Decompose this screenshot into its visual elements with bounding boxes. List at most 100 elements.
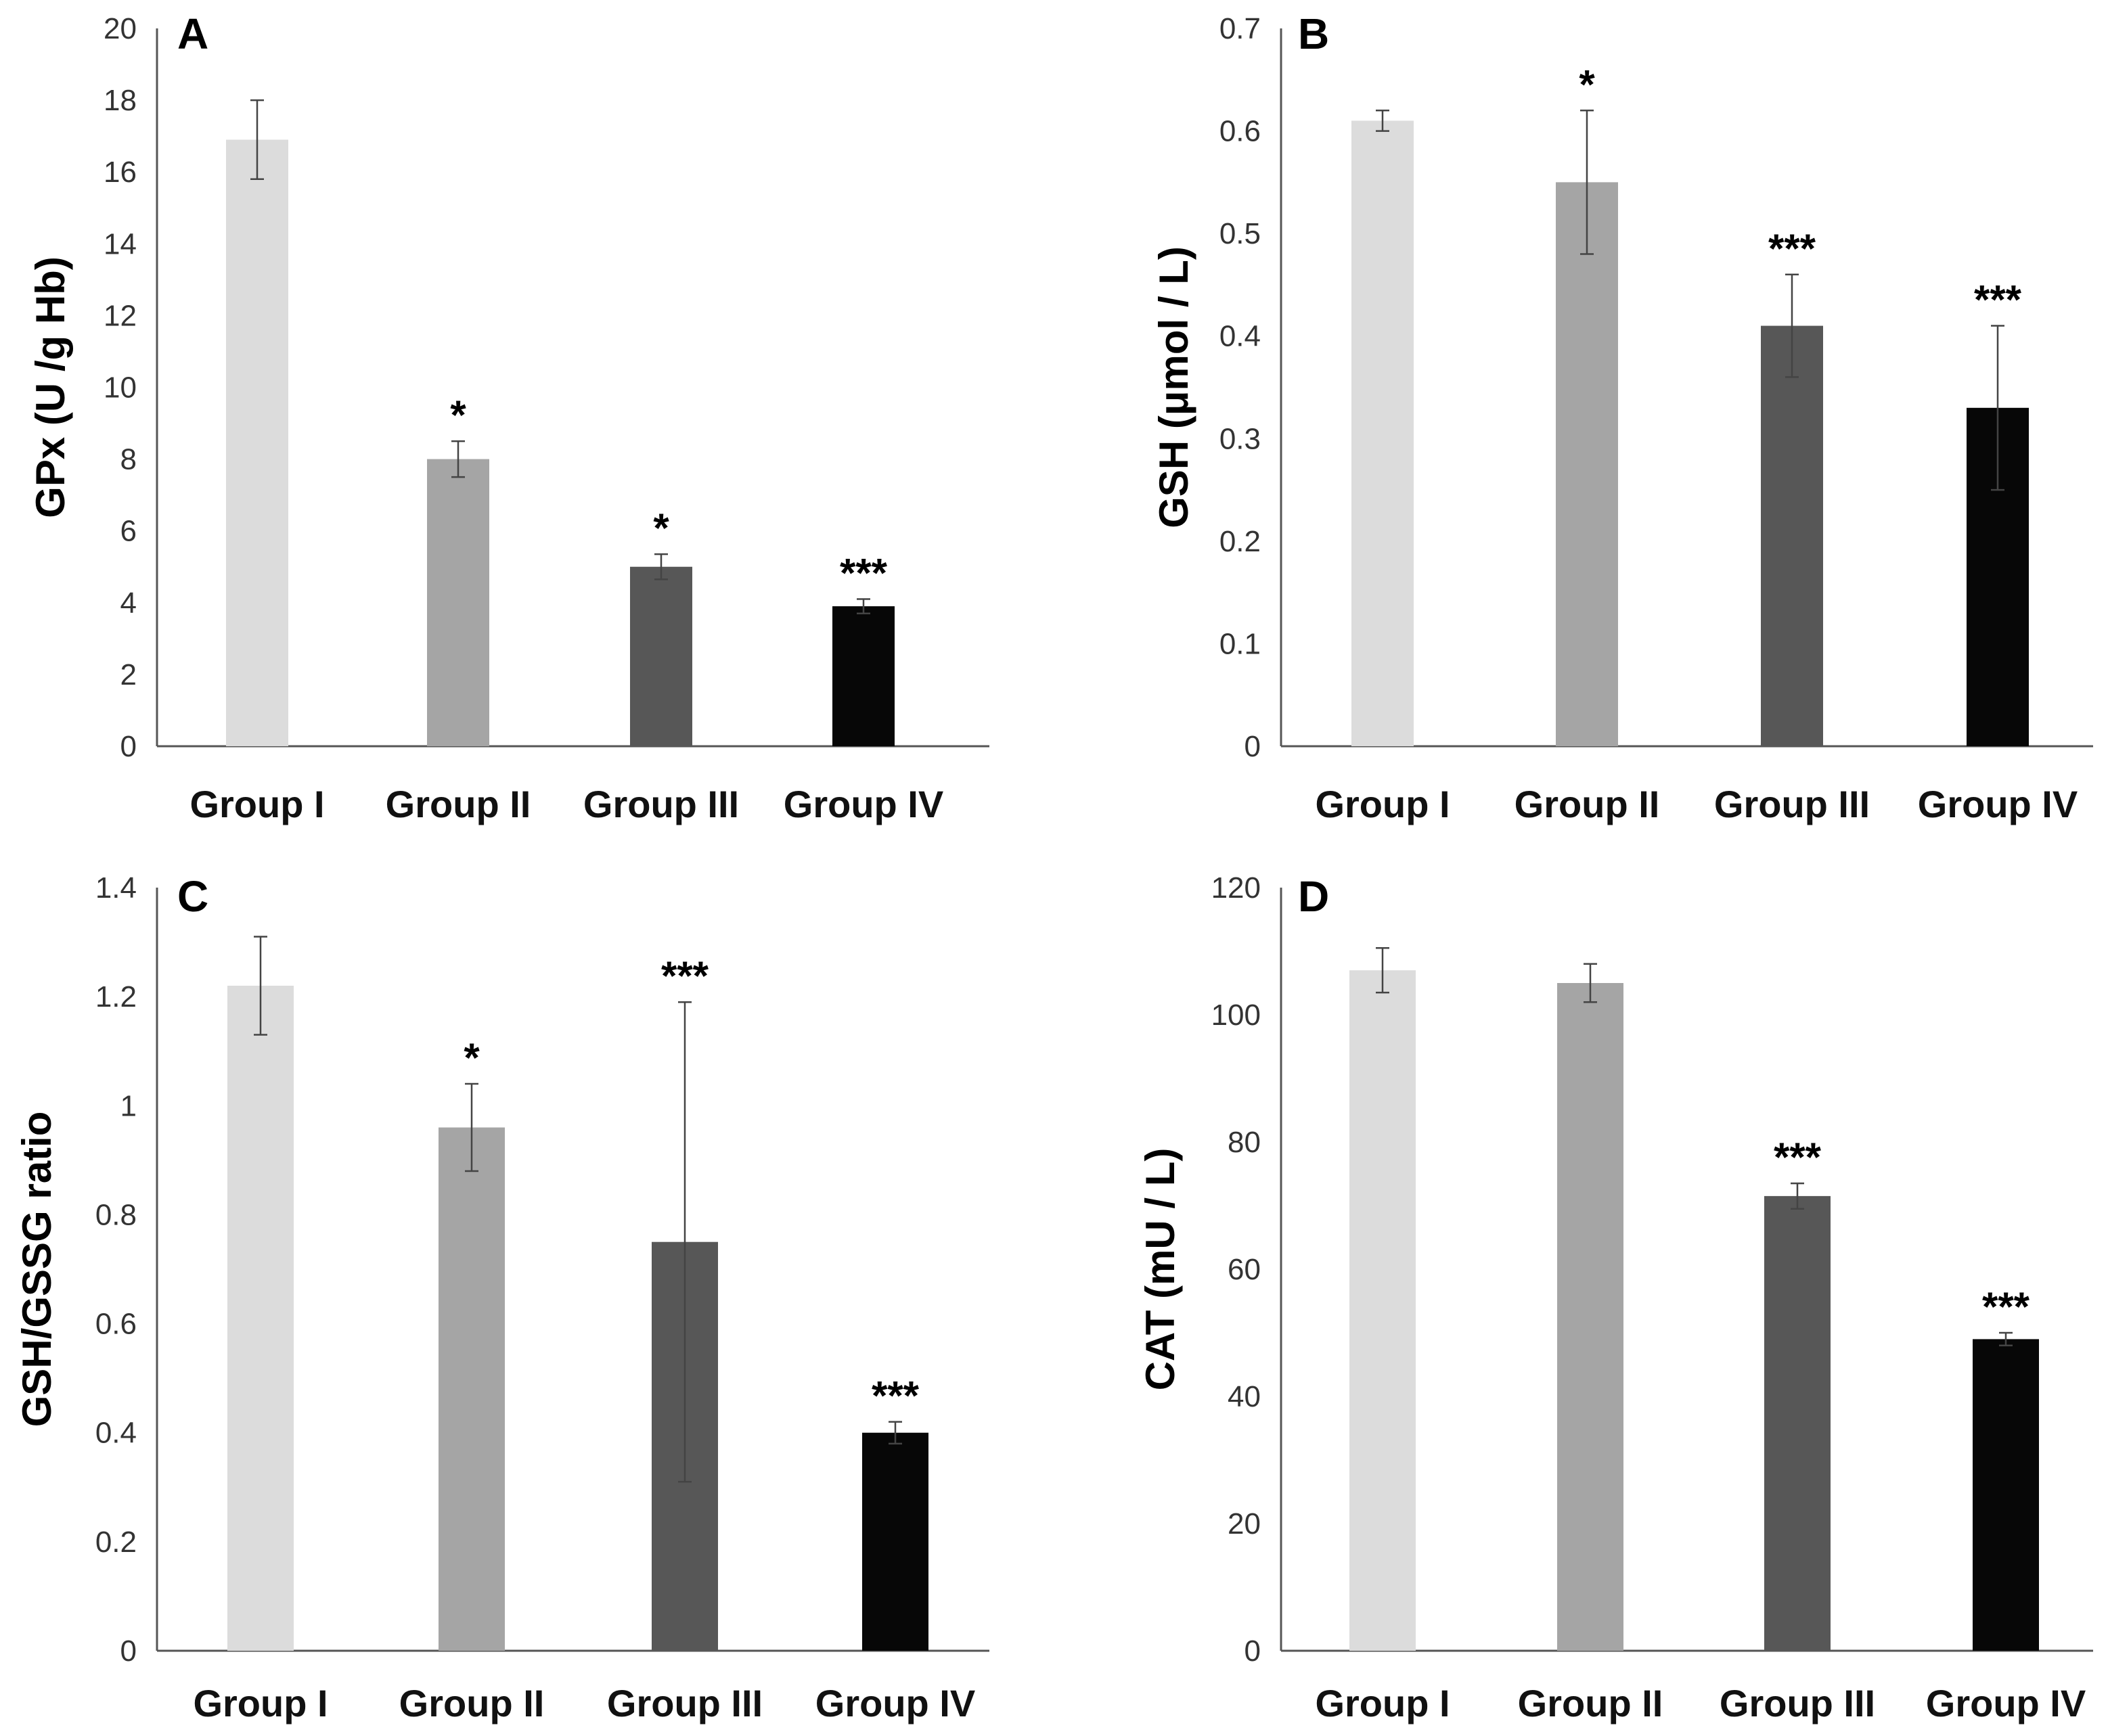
- bar: [1761, 325, 1823, 746]
- y-tick-label: 40: [1228, 1380, 1261, 1413]
- y-axis-title: GPx (U /g Hb): [28, 256, 73, 518]
- y-tick-label: 0.4: [1219, 320, 1261, 353]
- y-tick-label: 0.6: [1219, 115, 1261, 148]
- y-tick-label: 60: [1228, 1253, 1261, 1286]
- y-tick-label: 0: [1244, 1635, 1261, 1668]
- error-bar: [1785, 273, 1799, 378]
- y-tick-label: 0.6: [95, 1308, 137, 1341]
- bar: [832, 606, 895, 746]
- error-bar: [1376, 110, 1389, 132]
- error-bar: [1376, 947, 1389, 994]
- category-label: Group I: [1315, 1682, 1450, 1724]
- category-label: Group IV: [815, 1682, 975, 1724]
- category-label: Group IV: [1918, 783, 2078, 825]
- error-bar: [1584, 963, 1597, 1003]
- significance-marker: ***: [840, 550, 888, 595]
- significance-marker: ***: [1974, 277, 2022, 323]
- y-tick-label: 20: [1228, 1507, 1261, 1540]
- bar: [227, 986, 294, 1651]
- panel-d: 0 20 40 60 80 100 120 D CAT (mU / L) Group I Group…: [1138, 871, 2093, 1724]
- significance-marker: *: [1579, 62, 1595, 107]
- bar: [1973, 1339, 2039, 1651]
- error-bar: [889, 1421, 902, 1445]
- y-tick-label: 100: [1211, 999, 1261, 1032]
- category-label: Group II: [1518, 1682, 1663, 1724]
- error-bar: [1580, 110, 1594, 255]
- y-tick-label: 6: [120, 515, 137, 548]
- significance-marker: ***: [1982, 1284, 2030, 1329]
- y-axis-title: CAT (mU / L): [1138, 1148, 1183, 1391]
- y-tick-label: 10: [104, 371, 137, 405]
- category-label: Group III: [607, 1682, 763, 1724]
- category-label: Group IV: [784, 783, 943, 825]
- bar: [226, 139, 288, 746]
- category-label: Group II: [1515, 783, 1660, 825]
- panel-letter: A: [177, 9, 208, 58]
- error-bar: [451, 440, 465, 478]
- panel-letter: D: [1298, 872, 1329, 921]
- y-tick-label: 0: [120, 1635, 137, 1668]
- y-axis-title: GSH/GSSG ratio: [14, 1112, 60, 1427]
- error-bar: [254, 936, 267, 1036]
- error-bar: [1991, 325, 2004, 491]
- y-axis-title: GSH (μmol / L): [1151, 246, 1196, 528]
- y-tick-label: 14: [104, 227, 137, 260]
- significance-marker: *: [653, 505, 669, 551]
- significance-marker: *: [464, 1035, 480, 1080]
- panel-c: 0 0.2 0.4 0.6 0.8 1 1.2 1.4 C GSH/GSSG ratio Group…: [14, 871, 989, 1724]
- significance-marker: ***: [661, 953, 709, 999]
- bar: [630, 566, 692, 746]
- significance-marker: ***: [872, 1373, 920, 1419]
- y-tick-label: 1.4: [95, 871, 137, 905]
- category-label: Group I: [193, 1682, 328, 1724]
- y-tick-label: 0.8: [95, 1198, 137, 1231]
- error-bar: [654, 553, 668, 580]
- y-tick-label: 0.2: [1219, 525, 1261, 558]
- bar: [1349, 970, 1416, 1651]
- y-tick-label: 18: [104, 84, 137, 117]
- y-tick-label: 0.1: [1219, 627, 1261, 660]
- category-label: Group IV: [1926, 1682, 2086, 1724]
- bar: [862, 1432, 928, 1651]
- error-bar: [1999, 1331, 2013, 1347]
- y-tick-label: 12: [104, 299, 137, 332]
- category-label: Group II: [386, 783, 531, 825]
- bar: [439, 1127, 505, 1651]
- bar: [427, 459, 489, 746]
- y-tick-label: 0: [1244, 730, 1261, 763]
- bar: [1557, 983, 1623, 1651]
- y-tick-label: 0.3: [1219, 422, 1261, 455]
- category-label: Group III: [1720, 1682, 1875, 1724]
- bar: [1764, 1195, 1831, 1651]
- bar: [1351, 120, 1414, 746]
- panel-letter: B: [1298, 9, 1329, 58]
- y-tick-label: 0.7: [1219, 12, 1261, 45]
- category-label: Group I: [189, 783, 324, 825]
- category-label: Group I: [1315, 783, 1450, 825]
- error-bar: [857, 598, 870, 614]
- y-tick-label: 1.2: [95, 980, 137, 1013]
- error-bar: [250, 99, 264, 181]
- error-bar: [465, 1082, 478, 1172]
- significance-marker: ***: [1774, 1135, 1822, 1180]
- category-label: Group III: [1714, 783, 1870, 825]
- significance-marker: *: [450, 392, 466, 438]
- panel-letter: C: [177, 872, 208, 921]
- y-tick-label: 0.5: [1219, 217, 1261, 250]
- y-tick-label: 20: [104, 12, 137, 45]
- category-label: Group III: [583, 783, 739, 825]
- y-tick-label: 16: [104, 156, 137, 189]
- y-tick-label: 1: [120, 1089, 137, 1122]
- y-tick-label: 120: [1211, 871, 1261, 905]
- category-label: Group II: [399, 1682, 545, 1724]
- y-tick-label: 80: [1228, 1126, 1261, 1159]
- y-tick-label: 2: [120, 658, 137, 691]
- significance-marker: ***: [1768, 226, 1816, 271]
- y-tick-label: 0.4: [95, 1417, 137, 1450]
- y-tick-label: 0.2: [95, 1526, 137, 1559]
- panel-b: 0 0.1 0.2 0.3 0.4 0.5 0.6 0.7 B GSH (μmol / L) Gro…: [1151, 9, 2093, 825]
- panel-a: 0 2 4 6 8 10 12 14 16 18 20 A GPx (U /g Hb) Group I * G…: [28, 9, 989, 825]
- y-tick-label: 0: [120, 730, 137, 763]
- error-bar: [678, 1001, 692, 1483]
